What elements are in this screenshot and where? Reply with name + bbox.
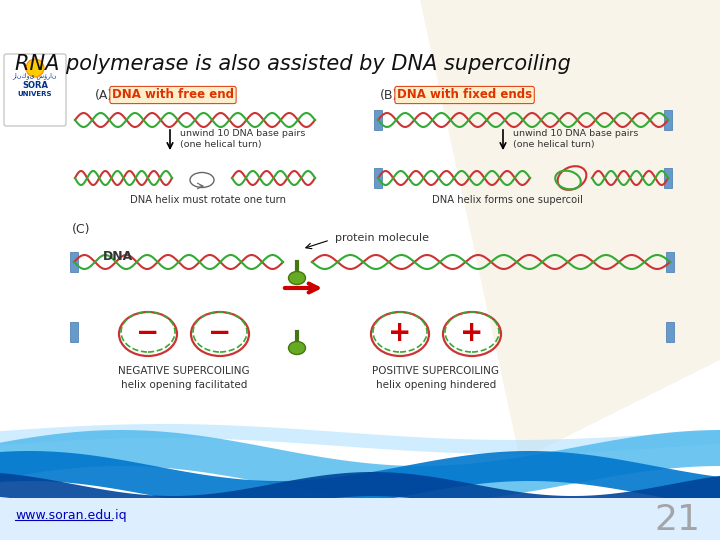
Text: 21: 21 <box>654 503 700 537</box>
Text: protein molecule: protein molecule <box>335 233 429 243</box>
Text: +: + <box>388 319 412 347</box>
Text: (C): (C) <box>72 224 91 237</box>
Ellipse shape <box>289 272 305 285</box>
Text: −: − <box>208 319 232 347</box>
Text: unwind 10 DNA base pairs
(one helical turn): unwind 10 DNA base pairs (one helical tu… <box>513 129 639 150</box>
Text: POSITIVE SUPERCOILING
helix opening hindered: POSITIVE SUPERCOILING helix opening hind… <box>372 367 500 389</box>
Polygon shape <box>420 0 720 460</box>
Bar <box>0 498 720 540</box>
Text: DNA helix forms one supercoil: DNA helix forms one supercoil <box>432 195 583 205</box>
Bar <box>374 110 382 130</box>
Text: DNA with free end: DNA with free end <box>112 89 234 102</box>
Text: DNA: DNA <box>103 249 133 262</box>
Text: SORA: SORA <box>22 80 48 90</box>
Bar <box>666 252 674 272</box>
Text: −: − <box>136 319 160 347</box>
Bar <box>70 252 78 272</box>
FancyBboxPatch shape <box>4 54 66 126</box>
Bar <box>666 322 674 342</box>
Text: DNA helix must rotate one turn: DNA helix must rotate one turn <box>130 195 286 205</box>
Text: +: + <box>460 319 484 347</box>
Text: RNA polymerase is also assisted by DNA supercoiling: RNA polymerase is also assisted by DNA s… <box>15 54 571 74</box>
Text: UNIVERS: UNIVERS <box>18 91 53 97</box>
Text: (A): (A) <box>95 89 113 102</box>
Polygon shape <box>0 451 720 511</box>
Circle shape <box>26 59 44 77</box>
Polygon shape <box>0 424 720 454</box>
Polygon shape <box>0 472 720 520</box>
Bar <box>70 322 78 342</box>
Text: DNA with fixed ends: DNA with fixed ends <box>397 89 532 102</box>
Bar <box>664 110 672 130</box>
Text: unwind 10 DNA base pairs
(one helical turn): unwind 10 DNA base pairs (one helical tu… <box>180 129 305 150</box>
Ellipse shape <box>289 341 305 354</box>
Text: زانكوی سۆران: زانكوی سۆران <box>13 72 58 79</box>
Polygon shape <box>0 430 720 502</box>
Bar <box>374 168 382 188</box>
Text: (B): (B) <box>380 89 398 102</box>
Text: www.soran.edu.iq: www.soran.edu.iq <box>15 509 127 522</box>
Text: NEGATIVE SUPERCOILING
helix opening facilitated: NEGATIVE SUPERCOILING helix opening faci… <box>118 367 250 389</box>
Bar <box>664 168 672 188</box>
